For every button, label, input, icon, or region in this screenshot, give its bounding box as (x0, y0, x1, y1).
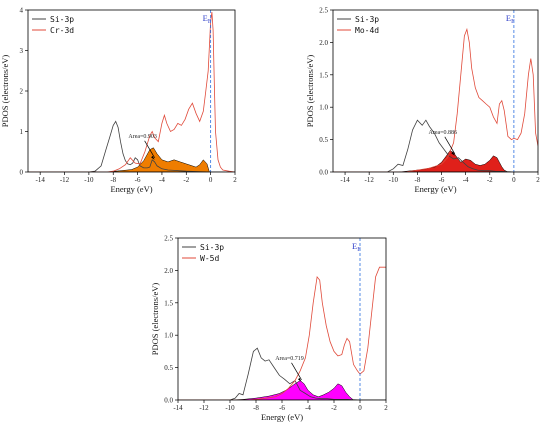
x-tick-label: 0 (209, 176, 213, 184)
y-axis-label: PDOS (electrons/eV) (0, 55, 10, 128)
y-tick-label: 1 (20, 128, 24, 136)
x-tick-label: -14 (340, 176, 350, 184)
legend-entry: Si-3p (355, 15, 379, 24)
y-tick-label: 1.5 (164, 299, 173, 307)
x-tick-label: 0 (512, 176, 516, 184)
x-tick-label: -12 (60, 176, 70, 184)
fermi-level-label: EF (352, 241, 361, 253)
series-line-si-3p (28, 120, 235, 172)
x-tick-label: 2 (233, 176, 237, 184)
y-tick-label: 2.5 (319, 7, 328, 15)
x-tick-label: -4 (159, 176, 165, 184)
x-tick-label: -14 (36, 176, 46, 184)
x-axis-label: Energy (eV) (110, 184, 152, 194)
fermi-label-sub: F (208, 19, 212, 25)
x-tick-label: -4 (305, 404, 311, 412)
x-tick-label: -2 (331, 404, 337, 412)
x-tick-label: 2 (536, 176, 540, 184)
fermi-label-sub: F (511, 19, 515, 25)
chart-3: EF -14 -12 -10 -8 -6 -4 -2 0 2 0.0 0.5 1.0 1.5 2.0 2.5 E… (150, 235, 388, 423)
annotation-arrow (291, 362, 302, 381)
legend: Si-3p Mo-4d (337, 15, 379, 35)
annotation-arrow (444, 136, 456, 154)
series-line-cr-3d (28, 11, 235, 172)
legend: Si-3p W-5d (182, 243, 224, 263)
y-tick-label: 1.5 (319, 71, 328, 79)
y-tick-label: 2.0 (319, 39, 328, 47)
y-tick-label: 4 (20, 7, 24, 15)
x-tick-label: -2 (183, 176, 189, 184)
x-tick-label: -2 (487, 176, 493, 184)
fermi-label-main: E (506, 13, 511, 23)
y-tick-label: 0.5 (319, 136, 328, 144)
y-tick-label: 0.0 (164, 397, 173, 405)
area-annotation: Area=0.886 (429, 130, 458, 136)
x-tick-label: -8 (253, 404, 259, 412)
x-tick-label: -10 (225, 404, 235, 412)
fermi-label-main: E (352, 241, 357, 251)
x-tick-label: -12 (199, 404, 209, 412)
annotation-arrowhead (298, 377, 302, 382)
x-tick-label: 2 (384, 404, 388, 412)
x-tick-label: -6 (439, 176, 445, 184)
annotation-arrowhead (151, 155, 155, 160)
x-tick-label: -4 (463, 176, 469, 184)
chart-1: EF -14 -12 -10 -8 -6 -4 -2 0 2 0 1 2 3 4 Energy (eV) PDO… (0, 7, 237, 195)
y-tick-label: 0.0 (319, 169, 328, 177)
annotation-arrow (144, 140, 155, 159)
legend-entry: Cr-3d (50, 26, 74, 35)
y-tick-label: 0 (20, 169, 24, 177)
legend-entry: Si-3p (50, 15, 74, 24)
annotation-arrowhead (451, 151, 455, 156)
series-line-si-3p (333, 119, 538, 172)
x-axis-label: Energy (eV) (261, 412, 303, 422)
y-tick-label: 2 (20, 88, 24, 96)
area-annotation: Area=0.719 (275, 356, 304, 362)
legend-entry: Mo-4d (355, 26, 379, 35)
fermi-level-label: EF (203, 13, 212, 25)
x-tick-label: -10 (84, 176, 94, 184)
x-tick-label: -6 (279, 404, 285, 412)
y-tick-label: 2.0 (164, 267, 173, 275)
y-tick-label: 1.0 (164, 332, 173, 340)
legend-entry: W-5d (200, 254, 219, 263)
fermi-label-sub: F (357, 247, 361, 253)
legend-entry: Si-3p (200, 243, 224, 252)
x-tick-label: 0 (358, 404, 362, 412)
x-axis-label: Energy (eV) (414, 184, 456, 194)
y-tick-label: 2.5 (164, 235, 173, 243)
y-tick-label: 3 (20, 47, 24, 55)
y-tick-label: 1.0 (319, 104, 328, 112)
x-tick-label: -10 (389, 176, 399, 184)
y-tick-label: 0.5 (164, 364, 173, 372)
filled-area (229, 380, 354, 400)
filled-area (399, 150, 509, 172)
x-tick-label: -14 (173, 404, 183, 412)
series-line-w-5d (178, 266, 386, 400)
fermi-level-label: EF (506, 13, 515, 25)
area-annotation: Area=0.903 (128, 134, 157, 140)
chart-2: EF -14 -12 -10 -8 -6 -4 -2 0 2 0.0 0.5 1.0 1.5 2.0 2.5 E… (305, 7, 540, 195)
y-axis-label: PDOS (electrons/eV) (150, 283, 160, 356)
x-tick-label: -8 (414, 176, 420, 184)
series-line-mo-4d (333, 27, 538, 172)
x-tick-label: -6 (135, 176, 141, 184)
x-tick-label: -8 (110, 176, 116, 184)
legend: Si-3p Cr-3d (32, 15, 74, 35)
fermi-label-main: E (203, 13, 208, 23)
plot-frame (332, 9, 539, 173)
y-axis-label: PDOS (electrons/eV) (305, 55, 315, 128)
filled-area (107, 147, 210, 172)
series-line-si-3p (178, 347, 386, 400)
x-tick-label: -12 (365, 176, 375, 184)
